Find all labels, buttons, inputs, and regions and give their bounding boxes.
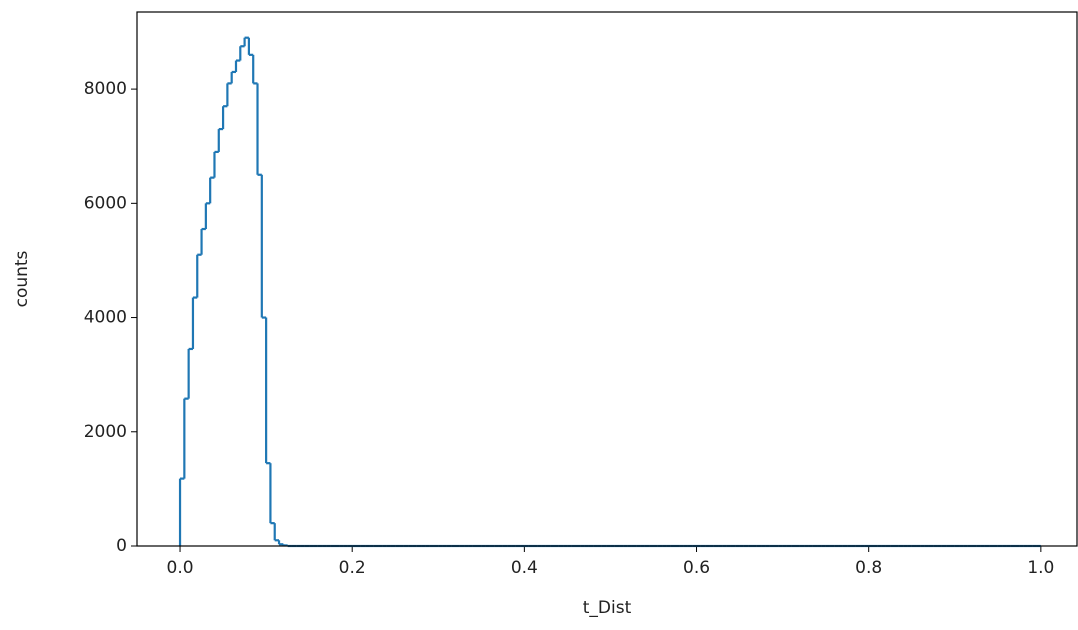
x-tick-label: 0.4 [511, 558, 538, 578]
x-tick-label: 0.8 [855, 558, 882, 578]
histogram-steps [178, 36, 1041, 548]
y-tick-label: 4000 [84, 308, 127, 328]
x-axis-label: t_Dist [583, 598, 632, 618]
x-tick-label: 1.0 [1027, 558, 1054, 578]
y-tick-label: 8000 [84, 79, 127, 99]
y-tick-label: 0 [116, 536, 127, 556]
plot-frame [136, 11, 1078, 547]
y-tick-label: 2000 [84, 422, 127, 442]
x-tick-label: 0.2 [339, 558, 366, 578]
y-axis-label: counts [12, 250, 32, 307]
y-tick-label: 6000 [84, 193, 127, 213]
x-tick-label: 0.0 [167, 558, 194, 578]
x-tick-label: 0.6 [683, 558, 710, 578]
